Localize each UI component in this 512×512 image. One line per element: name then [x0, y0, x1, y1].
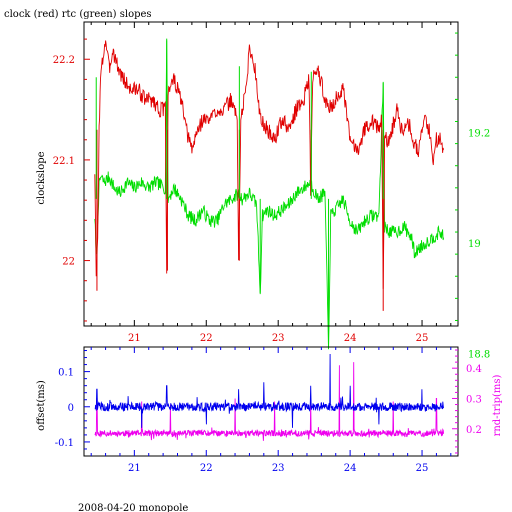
rnd-trip-series-line: [94, 362, 445, 441]
bottom-x-tick-label: 21: [128, 463, 141, 474]
left-y-tick-label: 22: [62, 257, 75, 268]
top-x-tick-label: 22: [200, 333, 213, 344]
top-x-tick-label: 24: [344, 333, 357, 344]
top-plot-frame: [83, 21, 459, 327]
left-y-tick-label: 22.1: [53, 156, 75, 167]
footer-label: 2008-04-20 monopole: [78, 503, 188, 512]
bottom-x-tick-label: 22: [200, 463, 213, 474]
bottom-x-tick-label: 23: [272, 463, 285, 474]
bottom-x-tick-label: 24: [344, 463, 357, 474]
top-x-tick-label: 25: [416, 333, 429, 344]
top-chart-panel: 21 22 23 24 25 22 22.1 22.2 18.8 19 19.2 clockslope: [36, 21, 490, 361]
rndtrip-y-tick-label: 0.3: [466, 394, 482, 405]
offset-y-tick-label: 0.1: [58, 368, 74, 379]
offset-y-tick-label: -0.1: [55, 438, 74, 449]
top-x-tick-label: 21: [128, 333, 141, 344]
left-y-tick-label: 22.2: [53, 55, 75, 66]
rndtrip-y-tick-label: 0.4: [466, 364, 482, 375]
right-y-tick-label: 19: [468, 239, 481, 250]
bottom-plot-frame: [83, 346, 459, 457]
right-y-tick-label: 18.8: [468, 350, 490, 361]
offset-y-tick-label: 0: [68, 403, 74, 414]
offset-series-line: [94, 353, 445, 428]
rndtrip-y-tick-label: 0.2: [466, 425, 482, 436]
rtc-series-line: [94, 40, 445, 350]
top-y-axis-label: clockslope: [36, 151, 47, 204]
chart-title: clock (red) rtc (green) slopes: [4, 9, 152, 20]
rndtrip-axis-label: rnd-trip(ms): [492, 374, 503, 436]
top-x-tick-label: 23: [272, 333, 285, 344]
clock-series-line: [94, 40, 445, 289]
offset-axis-label: offset(ms): [36, 380, 47, 431]
right-y-tick-label: 19.2: [468, 129, 490, 140]
bottom-chart-panel: 21 22 23 24 25 -0.1 0 0.1 0.2 0.3 0.4 offset(ms) rnd…: [36, 346, 503, 474]
bottom-x-tick-label: 25: [416, 463, 429, 474]
